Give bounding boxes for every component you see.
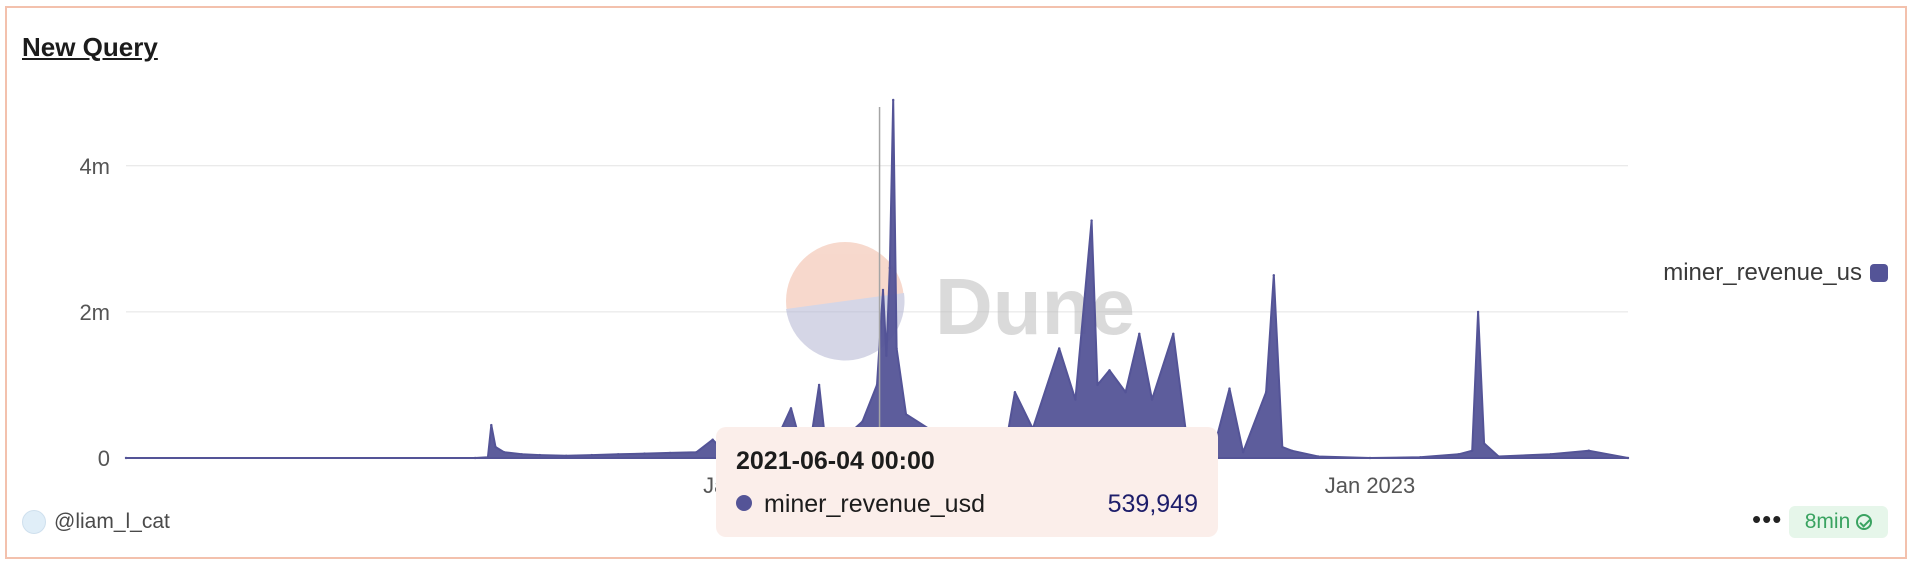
data-point: [1228, 387, 1231, 390]
data-point: [711, 438, 714, 441]
data-point: [885, 354, 888, 357]
data-point: [1090, 219, 1093, 222]
data-point: [1138, 332, 1141, 335]
data-point: [590, 453, 593, 457]
data-point: [1316, 455, 1320, 458]
legend-label: miner_revenue_us: [1663, 259, 1862, 286]
data-point: [1290, 449, 1293, 452]
check-circle-icon: [1856, 514, 1873, 530]
tooltip-date: 2021-06-04 00:00: [736, 447, 935, 475]
dune-watermark-text: Dune: [935, 262, 1135, 351]
y-tick-label: 2m: [79, 300, 110, 325]
data-point: [502, 451, 506, 454]
data-point: [1124, 391, 1127, 394]
author-link[interactable]: @liam_l_cat: [22, 510, 170, 534]
data-point: [490, 423, 493, 427]
data-point: [1172, 332, 1175, 335]
author-name: @liam_l_cat: [54, 510, 170, 533]
x-tick-label: Jan 2023: [1325, 473, 1416, 498]
query-title-link[interactable]: New Query: [22, 32, 158, 62]
data-point: [875, 383, 879, 387]
data-point: [695, 451, 698, 454]
data-point: [1150, 398, 1154, 401]
data-point: [888, 266, 891, 270]
data-point: [643, 452, 646, 455]
data-point: [486, 456, 490, 459]
data-point: [1096, 383, 1099, 387]
data-point: [1272, 274, 1276, 277]
data-point: [892, 98, 895, 102]
refresh-age: 8min: [1804, 510, 1851, 533]
y-tick-label: 0: [98, 446, 110, 471]
data-point: [1281, 445, 1284, 449]
data-point: [1626, 456, 1630, 460]
data-point: [520, 453, 524, 456]
data-point: [1241, 451, 1245, 454]
data-point: [1264, 391, 1268, 394]
data-point: [895, 347, 898, 350]
data-point: [617, 453, 620, 456]
tooltip-series-dot: [736, 495, 752, 511]
data-point: [817, 383, 821, 387]
data-point: [538, 453, 541, 457]
data-point: [1058, 347, 1061, 350]
dune-logo-lower-half: [786, 293, 905, 361]
refresh-status-badge[interactable]: 8min: [1789, 506, 1888, 538]
data-point: [1476, 310, 1480, 314]
data-point: [881, 288, 885, 292]
data-point: [1419, 456, 1422, 459]
data-point: [789, 407, 793, 410]
data-point: [1471, 449, 1474, 452]
data-point: [473, 456, 477, 460]
tooltip-value: 539,949: [1107, 490, 1198, 518]
data-point: [1482, 442, 1486, 445]
data-point: [1587, 449, 1591, 452]
data-point: [861, 420, 864, 423]
data-point: [904, 413, 908, 416]
more-options-button[interactable]: •••: [1752, 504, 1783, 534]
legend-swatch: [1870, 264, 1888, 282]
data-point: [1457, 453, 1460, 456]
legend-item[interactable]: miner_revenue_us: [1663, 259, 1888, 287]
data-point: [494, 445, 497, 449]
data-point: [1074, 398, 1077, 401]
data-point: [1368, 456, 1372, 460]
y-tick-label: 4m: [79, 154, 110, 179]
data-point: [565, 454, 568, 457]
data-point: [1108, 369, 1111, 372]
dune-watermark: Dune: [786, 242, 1135, 361]
data-point: [1013, 391, 1017, 394]
data-point: [1497, 455, 1500, 458]
data-point: [124, 456, 128, 460]
avatar: [22, 510, 46, 534]
tooltip-series-name: miner_revenue_usd: [764, 490, 985, 518]
data-point: [1549, 453, 1552, 456]
data-point: [668, 451, 672, 455]
hover-tooltip: 2021-06-04 00:00 miner_revenue_usd 539,9…: [716, 427, 1218, 537]
